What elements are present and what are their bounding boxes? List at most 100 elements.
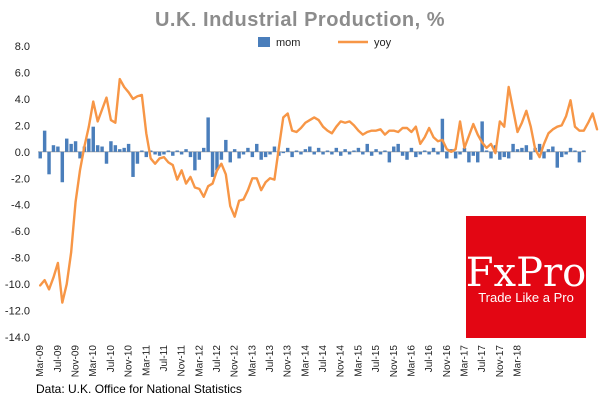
mom-bar xyxy=(343,149,347,152)
mom-bar xyxy=(458,151,462,155)
mom-bar xyxy=(250,151,255,158)
x-tick-label: Jul-15 xyxy=(371,345,382,373)
mom-bar xyxy=(312,151,316,155)
mom-bar xyxy=(51,145,56,152)
x-tick-label: Jul-10 xyxy=(106,345,117,373)
y-tick-label: 8.0 xyxy=(15,41,30,53)
mom-bar xyxy=(506,151,511,159)
y-tick-label: 2.0 xyxy=(15,120,30,132)
x-tick-label: Jul-13 xyxy=(265,345,276,373)
mom-bar xyxy=(135,151,140,164)
mom-bar xyxy=(387,151,392,163)
mom-bar xyxy=(529,151,533,160)
yoy-line-layer xyxy=(39,77,599,304)
legend-swatch-mom xyxy=(258,37,270,47)
mom-bar xyxy=(179,151,184,155)
mom-bar xyxy=(431,147,436,152)
mom-bar xyxy=(175,150,179,152)
x-tick-label: Nov-13 xyxy=(283,345,294,378)
mom-bar xyxy=(157,151,162,156)
mom-bar xyxy=(347,151,352,155)
mom-bar xyxy=(462,147,467,152)
mom-bar xyxy=(414,151,418,158)
mom-bar xyxy=(498,151,502,160)
mom-bar xyxy=(582,150,586,152)
y-tick-label: 6.0 xyxy=(15,67,30,79)
mom-bar xyxy=(542,151,546,159)
mom-bar xyxy=(219,151,224,160)
mom-bar xyxy=(237,151,241,159)
mom-bar xyxy=(140,150,144,152)
mom-bar xyxy=(184,149,188,152)
x-tick-label: Jul-17 xyxy=(477,345,488,373)
mom-bar xyxy=(109,141,113,152)
mom-bar xyxy=(65,138,69,152)
mom-bar xyxy=(42,130,47,152)
y-tick-label: -14.0 xyxy=(5,332,30,344)
x-tick-label: Jul-11 xyxy=(159,345,170,372)
mom-bar xyxy=(38,151,42,159)
mom-bar xyxy=(405,151,409,160)
logo-wordmark: FxPro xyxy=(466,250,586,296)
mom-bar xyxy=(188,151,193,158)
mom-bar xyxy=(228,151,232,163)
x-tick-label: Mar-13 xyxy=(247,345,258,377)
mom-bar xyxy=(511,143,515,152)
mom-bar xyxy=(374,149,378,152)
logo-tagline: Trade Like a Pro xyxy=(478,290,574,305)
y-tick-label: -6.0 xyxy=(11,226,30,238)
mom-bar xyxy=(126,143,131,152)
y-tick-label: 4.0 xyxy=(15,94,30,106)
mom-bar xyxy=(321,151,325,155)
x-tick-label: Mar-17 xyxy=(459,345,470,377)
legend: mom yoy xyxy=(258,37,392,49)
mom-bar xyxy=(171,151,175,156)
mom-bar xyxy=(118,149,122,152)
x-tick-label: Mar-11 xyxy=(141,345,152,376)
mom-bar xyxy=(308,146,312,152)
legend-label-mom: mom xyxy=(276,37,300,49)
mom-bar xyxy=(144,151,148,158)
x-tick-label: Nov-11 xyxy=(177,345,188,377)
mom-bar xyxy=(263,151,268,158)
mom-bar xyxy=(206,117,210,152)
x-tick-label: Jul-09 xyxy=(53,345,64,373)
mom-bar xyxy=(294,150,299,152)
mom-bar xyxy=(210,151,215,177)
x-tick-label: Jul-14 xyxy=(318,345,329,373)
mom-bar xyxy=(577,151,582,163)
mom-bar xyxy=(546,149,551,152)
mom-bar xyxy=(471,151,476,156)
mom-bar xyxy=(316,147,321,152)
mom-bar xyxy=(409,147,414,152)
mom-bar xyxy=(232,149,237,152)
mom-bar xyxy=(100,146,104,152)
mom-bar xyxy=(378,151,383,155)
mom-bar xyxy=(396,143,400,152)
x-tick-label: Nov-16 xyxy=(442,345,453,378)
mom-bar xyxy=(69,143,73,152)
yoy-series-line xyxy=(39,77,599,304)
mom-bar xyxy=(268,151,272,155)
x-axis: Mar-09 Jul-09 Nov-09 Mar-10 Jul-10 Nov-10 Mar-… xyxy=(35,151,586,378)
mom-bar xyxy=(60,151,65,183)
x-tick-label: Mar-09 xyxy=(35,345,46,377)
logo-background xyxy=(466,216,586,338)
mom-bar xyxy=(122,147,126,152)
x-tick-label: Jul-16 xyxy=(424,345,435,373)
mom-bar xyxy=(272,146,277,152)
mom-bar xyxy=(564,151,568,155)
mom-bar xyxy=(559,151,564,158)
mom-bar xyxy=(392,146,396,152)
legend-label-yoy: yoy xyxy=(374,37,392,49)
mom-bar xyxy=(330,151,334,155)
mom-bar xyxy=(427,151,431,155)
mom-bar xyxy=(568,147,573,152)
mom-bar xyxy=(153,151,157,155)
mom-bar xyxy=(369,151,374,156)
x-tick-label: Mar-14 xyxy=(300,345,311,377)
mom-bar xyxy=(299,151,303,155)
mom-bar xyxy=(555,151,559,168)
mom-bars xyxy=(38,117,586,183)
